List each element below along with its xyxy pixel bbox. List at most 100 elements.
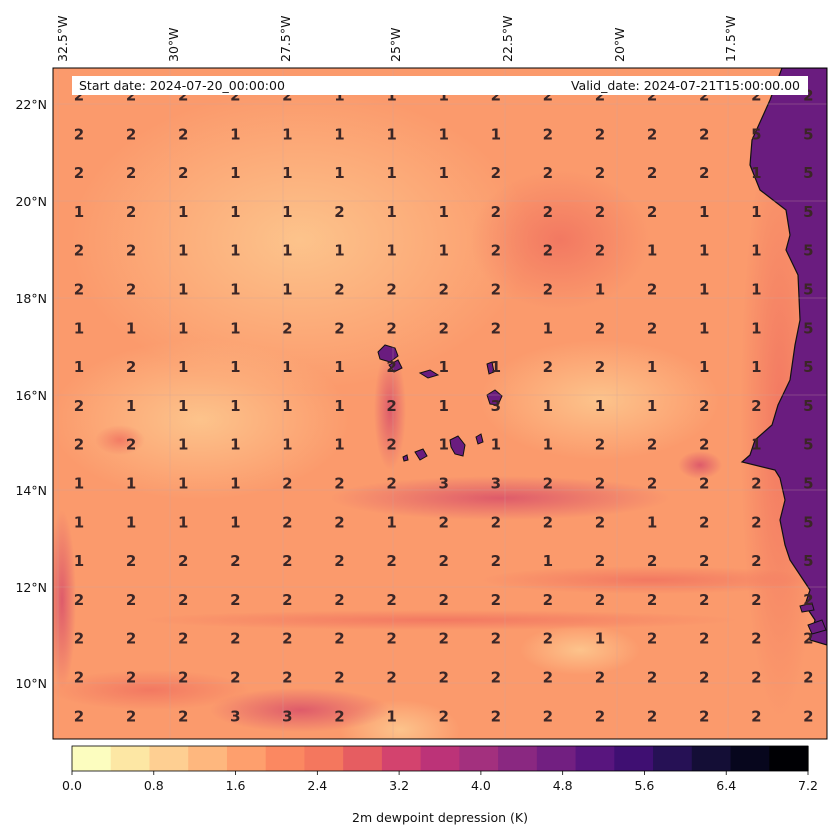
grid-value: 2 (543, 630, 553, 648)
lon-tick-label: 27.5°W (278, 16, 293, 62)
grid-value: 2 (491, 203, 501, 221)
colorbar-swatch (110, 746, 151, 771)
grid-value: 1 (647, 242, 657, 260)
grid-value: 1 (334, 436, 344, 454)
colorbar-tick-label: 0.8 (144, 778, 164, 793)
grid-value: 2 (543, 591, 553, 609)
grid-value: 2 (699, 591, 709, 609)
grid-value: 1 (751, 203, 761, 221)
grid-value: 5 (803, 475, 813, 493)
grid-value: 1 (230, 281, 240, 299)
grid-value: 5 (751, 125, 761, 143)
grid-value: 2 (647, 87, 657, 105)
grid-value: 1 (282, 203, 292, 221)
grid-values-layer: 2 2 2 2 2 1 1 1 2 2 2 2 2 2 2 2 2 2 1 1 1 1 1 1 2 2 2 2 5 5 2 2 2 1 1 1 1 1 2 2… (74, 87, 814, 726)
grid-value: 2 (595, 707, 605, 725)
colorbar-tick-label: 2.4 (307, 778, 327, 793)
grid-value: 2 (74, 281, 84, 299)
grid-value: 1 (751, 358, 761, 376)
colorbar-swatch (730, 746, 770, 771)
grid-value: 3 (230, 707, 240, 725)
grid-value: 2 (126, 358, 136, 376)
island-fogo (414, 448, 428, 461)
colorbar-tick-label: 5.6 (634, 778, 654, 793)
grid-value: 1 (699, 203, 709, 221)
grid-value: 1 (230, 242, 240, 260)
grid-value: 3 (438, 475, 448, 493)
grid-value: 1 (751, 164, 761, 182)
grid-value: 1 (230, 475, 240, 493)
grid-value: 2 (386, 475, 396, 493)
grid-value: 1 (699, 358, 709, 376)
colorbar-swatch (575, 746, 615, 771)
grid-value: 2 (595, 164, 605, 182)
grid-value: 2 (803, 630, 813, 648)
grid-value: 2 (647, 125, 657, 143)
colorbar-ticks: 0.0 0.8 1.6 2.4 3.2 4.0 4.8 5.6 6.4 7.2 (62, 771, 818, 793)
grid-value: 2 (74, 125, 84, 143)
grid-value: 2 (595, 475, 605, 493)
lat-tick-label: 14°N (15, 483, 47, 498)
grid-value: 2 (178, 591, 188, 609)
grid-value: 1 (751, 281, 761, 299)
grid-value: 2 (543, 125, 553, 143)
grid-value: 1 (595, 281, 605, 299)
grid-value: 2 (595, 125, 605, 143)
grid-value: 2 (126, 591, 136, 609)
grid-value: 2 (595, 87, 605, 105)
grid-value: 2 (178, 707, 188, 725)
grid-value: 2 (647, 669, 657, 687)
grid-value: 2 (751, 513, 761, 531)
grid-value: 2 (230, 87, 240, 105)
lat-tick-label: 10°N (15, 676, 47, 691)
colorbar-swatch (381, 746, 422, 771)
grid-value: 1 (438, 125, 448, 143)
grid-value: 2 (595, 552, 605, 570)
grid-value: 1 (126, 319, 136, 337)
grid-value: 2 (595, 436, 605, 454)
colorbar-frame (71, 745, 809, 772)
grid-value: 5 (803, 358, 813, 376)
grid-value: 2 (282, 552, 292, 570)
bissagos-islands (799, 602, 827, 635)
island-sao-nicolau (418, 369, 440, 379)
grid-value: 2 (74, 397, 84, 415)
grid-value: 2 (647, 203, 657, 221)
grid-value: 2 (751, 707, 761, 725)
lat-tick-label: 20°N (15, 194, 47, 209)
grid-value: 1 (647, 513, 657, 531)
lon-tick-label: 30°W (166, 27, 181, 62)
grid-value: 2 (543, 669, 553, 687)
grid-value: 2 (126, 552, 136, 570)
grid-value: 2 (74, 87, 84, 105)
grid-value: 2 (699, 669, 709, 687)
grid-value: 2 (178, 87, 188, 105)
grid-value: 1 (230, 358, 240, 376)
field-dark-band (140, 610, 740, 630)
grid-value: 1 (595, 397, 605, 415)
field-dark-band (678, 451, 722, 479)
grid-value: 2 (126, 436, 136, 454)
grid-value: 1 (178, 475, 188, 493)
grid-value: 2 (699, 707, 709, 725)
grid-value: 2 (803, 591, 813, 609)
grid-value: 1 (126, 513, 136, 531)
grid-value: 2 (543, 87, 553, 105)
grid-value: 2 (647, 591, 657, 609)
colorbar-swatch (188, 746, 228, 771)
grid-value: 2 (438, 319, 448, 337)
grid-value: 2 (491, 630, 501, 648)
grid-value: 2 (178, 552, 188, 570)
grid-value: 1 (386, 513, 396, 531)
island-sal (486, 361, 495, 375)
grid-value: 2 (543, 358, 553, 376)
grid-value: 1 (491, 358, 501, 376)
colorbar-swatch (653, 746, 693, 771)
grid-value: 1 (438, 203, 448, 221)
grid-value: 5 (803, 203, 813, 221)
grid-value: 2 (543, 707, 553, 725)
grid-value: 2 (491, 669, 501, 687)
lat-tick-label: 16°N (15, 388, 47, 403)
grid-value: 1 (438, 358, 448, 376)
colorbar-tick-label: 1.6 (226, 778, 246, 793)
